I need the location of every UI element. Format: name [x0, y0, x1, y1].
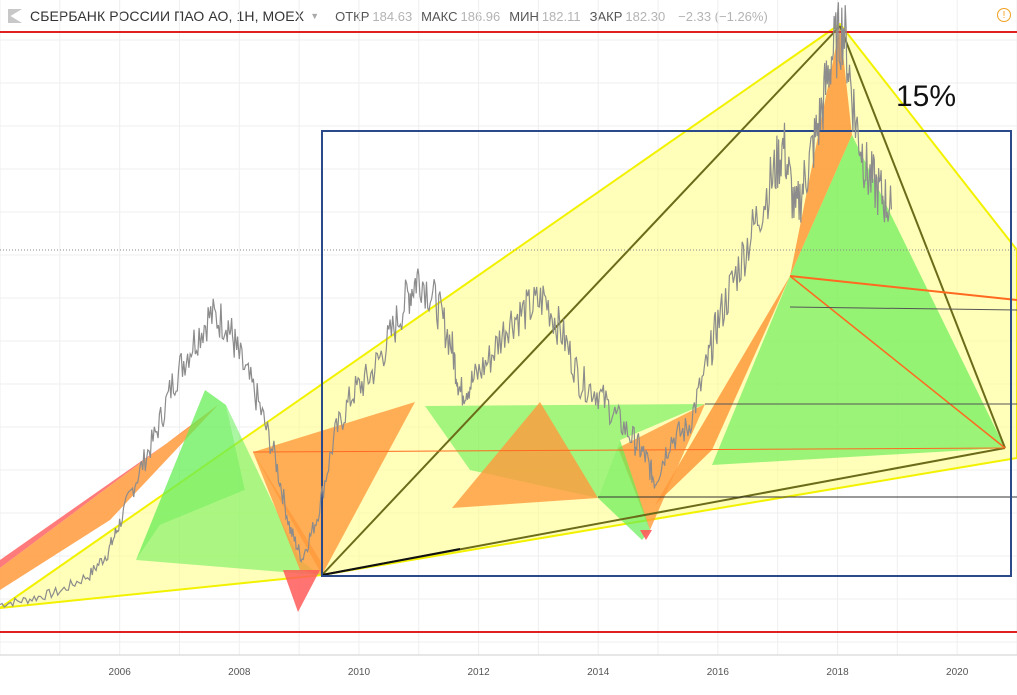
x-tick-label: 2014 — [587, 667, 610, 678]
symbol-title[interactable]: СБЕРБАНК РОССИИ ПАО АО, 1Н, MOEX — [30, 8, 305, 24]
orange-line-c — [252, 447, 1006, 453]
high-label: МАКС — [421, 8, 458, 24]
low-value: 182.11 — [541, 8, 581, 24]
x-tick-label: 2016 — [707, 667, 730, 678]
alert-clock-icon[interactable]: ! — [997, 8, 1011, 22]
pattern-orange-2010 — [253, 402, 415, 575]
chevron-down-icon[interactable]: ▼ — [310, 11, 320, 21]
pattern-orange-2012 — [452, 402, 598, 508]
orange-line-b — [789, 275, 1006, 449]
pattern-red-2009 — [283, 570, 320, 612]
pattern-green-2017 — [712, 276, 1005, 465]
open-label: ОТКР — [335, 8, 370, 24]
pattern-red-2014 — [640, 530, 652, 540]
blue-rectangle[interactable] — [321, 130, 1012, 577]
change-value: −2.33 (−1.26%) — [678, 8, 768, 24]
x-axis-ticks: 2006 2008 2010 2012 2014 2016 2018 2020 — [109, 667, 969, 678]
chart-header: СБЕРБАНК РОССИИ ПАО АО, 1Н, MOEX ▼ ОТКР … — [0, 0, 1017, 32]
x-tick-label: 2008 — [228, 667, 251, 678]
price-series — [0, 2, 892, 608]
orange-line-a — [789, 275, 1017, 301]
pattern-green-2018 — [790, 135, 1005, 448]
pattern-green-2007 — [136, 390, 245, 560]
pattern-orange-2006 — [0, 405, 218, 590]
pattern-green-2014 — [598, 440, 650, 540]
x-tick-label: 2018 — [826, 667, 849, 678]
pattern-orange-2016 — [655, 276, 790, 505]
trend-lines[interactable] — [0, 25, 1017, 633]
diagonal-up — [321, 25, 841, 576]
annotation-15-percent: 15% — [896, 80, 956, 113]
x-tick-label: 2020 — [946, 667, 969, 678]
x-tick-label: 2010 — [348, 667, 371, 678]
pattern-green-2008 — [136, 405, 320, 575]
x-tick-label: 2006 — [109, 667, 132, 678]
level-310 — [789, 306, 1017, 311]
open-value: 184.63 — [372, 8, 413, 24]
close-value: 182.30 — [625, 8, 666, 24]
high-value: 186.96 — [460, 8, 501, 24]
pattern-orange-2018 — [790, 26, 852, 276]
x-tick-label: 2012 — [467, 667, 490, 678]
harmonic-patterns[interactable] — [0, 23, 1017, 612]
low-label: МИН — [509, 8, 539, 24]
black-base — [321, 548, 461, 576]
price-line — [0, 2, 892, 608]
diagonal-down — [839, 25, 1006, 449]
